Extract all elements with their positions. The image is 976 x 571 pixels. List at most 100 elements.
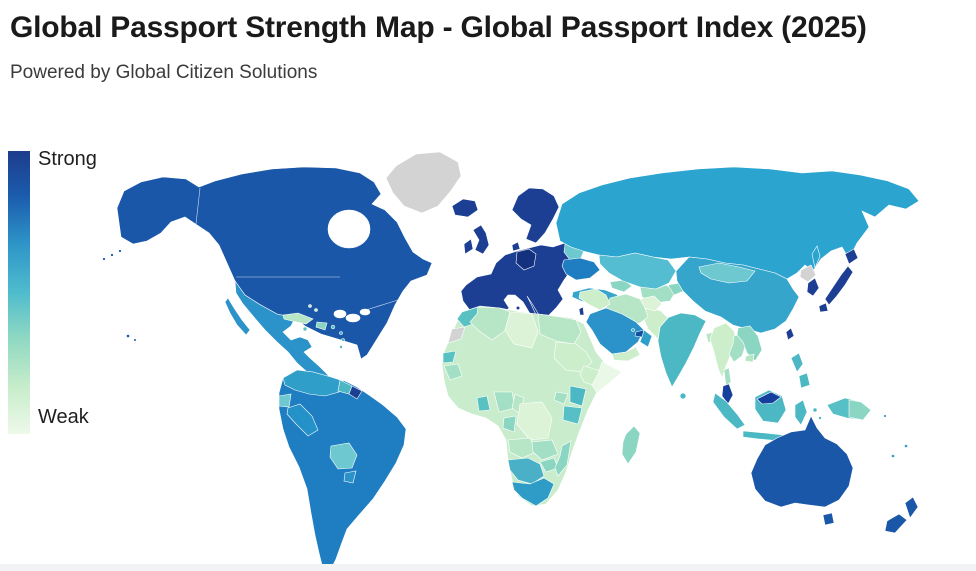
region-uae[interactable]	[634, 329, 645, 338]
region-kazakhstan[interactable]	[598, 252, 677, 290]
region-angola[interactable]	[507, 437, 537, 459]
region-peru[interactable]	[286, 403, 319, 437]
region-hawaii[interactable]	[126, 334, 130, 338]
region-western-sahara[interactable]	[447, 326, 466, 344]
region-iraq-syria[interactable]	[578, 288, 611, 311]
region-iceland[interactable]	[451, 198, 479, 218]
legend-strong-label: Strong	[38, 148, 97, 170]
great-lakes	[345, 313, 361, 323]
region-gabon-congo[interactable]	[502, 415, 517, 433]
region-uganda[interactable]	[553, 391, 569, 405]
region-moluccas[interactable]	[818, 416, 822, 420]
region-lesser-antilles[interactable]	[339, 331, 343, 335]
region-drc[interactable]	[516, 401, 553, 441]
region-tasmania[interactable]	[822, 512, 835, 526]
hudson-bay	[327, 209, 371, 249]
region-corsica[interactable]	[515, 305, 521, 311]
region-sri-lanka[interactable]	[679, 392, 687, 400]
region-india[interactable]	[657, 312, 707, 388]
region-libya[interactable]	[504, 311, 539, 349]
region-mozambique[interactable]	[554, 440, 572, 477]
region-egypt[interactable]	[537, 313, 582, 345]
region-bahamas[interactable]	[308, 304, 312, 308]
region-new-zealand-north[interactable]	[904, 496, 919, 519]
region-madagascar[interactable]	[621, 425, 641, 465]
region-south-africa[interactable]	[511, 477, 555, 507]
region-qatar[interactable]	[631, 328, 635, 332]
region-new-zealand-south[interactable]	[884, 513, 908, 534]
region-lesser-antilles[interactable]	[341, 338, 345, 342]
region-germany[interactable]	[515, 248, 537, 271]
region-paraguay[interactable]	[343, 470, 357, 484]
region-namibia-botswana[interactable]	[507, 457, 545, 485]
region-tanzania[interactable]	[562, 405, 583, 425]
region-sumatra[interactable]	[712, 392, 746, 430]
region-yemen[interactable]	[611, 346, 641, 362]
region-greenland[interactable]	[385, 151, 462, 214]
region-vietnam-laos[interactable]	[736, 325, 763, 362]
region-lesser-antilles[interactable]	[339, 345, 343, 349]
region-aleutians[interactable]	[110, 253, 114, 257]
region-south-america[interactable]	[278, 369, 407, 570]
region-jamaica[interactable]	[302, 326, 308, 332]
region-pacific-islands[interactable]	[904, 444, 908, 448]
region-ecuador[interactable]	[278, 393, 292, 408]
region-ireland[interactable]	[463, 238, 474, 255]
region-japan-kyushu[interactable]	[818, 302, 829, 313]
region-french-guiana[interactable]	[348, 385, 363, 400]
region-moluccas[interactable]	[812, 407, 818, 413]
region-denmark[interactable]	[511, 241, 521, 252]
world-map-container	[0, 146, 976, 571]
region-hispaniola[interactable]	[315, 321, 328, 331]
region-sakhalin[interactable]	[811, 245, 821, 270]
region-philippines[interactable]	[790, 352, 804, 373]
region-cuba[interactable]	[282, 312, 314, 325]
region-malaysia-borneo[interactable]	[756, 391, 782, 405]
world-map	[102, 151, 920, 570]
region-senegal[interactable]	[442, 350, 457, 364]
region-sulawesi[interactable]	[794, 399, 808, 426]
region-aleutians[interactable]	[118, 249, 122, 253]
page-bottom-strip	[0, 564, 976, 571]
region-colombia-venezuela[interactable]	[282, 369, 344, 397]
region-pacific-islands[interactable]	[891, 454, 895, 458]
region-baja-california[interactable]	[224, 297, 251, 336]
region-thailand-peninsula[interactable]	[723, 367, 732, 387]
region-hawaii[interactable]	[133, 338, 137, 342]
region-japan-honshu[interactable]	[824, 265, 854, 306]
region-ghana[interactable]	[476, 395, 491, 412]
region-puerto-rico[interactable]	[330, 324, 336, 330]
region-japan-hokkaido[interactable]	[844, 248, 859, 265]
region-myanmar[interactable]	[709, 322, 738, 379]
region-bahamas[interactable]	[314, 308, 318, 312]
region-south-korea[interactable]	[806, 277, 820, 297]
region-pacific-islands[interactable]	[883, 414, 887, 418]
region-israel[interactable]	[578, 306, 585, 316]
legend-gradient-bar	[8, 151, 30, 434]
region-north-korea[interactable]	[799, 264, 817, 283]
region-somalia[interactable]	[591, 361, 623, 394]
region-bolivia[interactable]	[329, 442, 358, 470]
region-aleutians[interactable]	[102, 257, 106, 261]
region-australia[interactable]	[750, 415, 854, 508]
region-papua-new-guinea[interactable]	[848, 399, 872, 421]
region-cambodia[interactable]	[744, 353, 755, 363]
region-ukraine[interactable]	[561, 257, 601, 281]
region-algeria[interactable]	[469, 306, 511, 341]
region-mongolia[interactable]	[698, 262, 756, 284]
map-legend: Strong Weak	[8, 148, 128, 436]
us-canada-border	[365, 299, 399, 311]
region-taiwan[interactable]	[785, 327, 795, 341]
legend-weak-label: Weak	[38, 406, 89, 428]
region-zambia[interactable]	[531, 439, 559, 461]
region-malaysia-peninsula[interactable]	[721, 383, 734, 405]
region-guinea[interactable]	[443, 363, 463, 381]
region-uk[interactable]	[472, 224, 490, 255]
region-kenya[interactable]	[569, 385, 587, 407]
region-scandinavia[interactable]	[511, 187, 560, 244]
page-subtitle: Powered by Global Citizen Solutions	[10, 62, 318, 83]
great-lakes	[359, 308, 371, 316]
region-saudi-arabia[interactable]	[585, 307, 645, 355]
region-philippines[interactable]	[798, 372, 811, 389]
great-lakes	[333, 309, 347, 319]
